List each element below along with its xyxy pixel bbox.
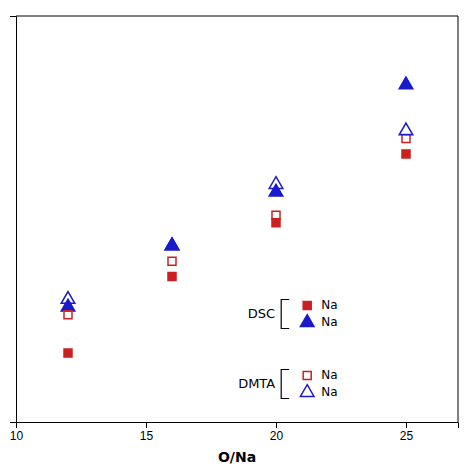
point (399, 77, 413, 89)
point (402, 135, 410, 143)
x-axis: 10 15 20 25 (10, 422, 459, 443)
point (402, 150, 410, 158)
x-tick-label: 20 (270, 429, 284, 443)
point (165, 238, 179, 250)
x-tick-label: 25 (400, 429, 414, 443)
x-tick-label: 15 (140, 429, 154, 443)
point (269, 177, 283, 189)
x-axis-line (17, 423, 459, 429)
plot-area (61, 77, 413, 357)
point (64, 311, 72, 319)
legend-label: Na (321, 315, 337, 329)
series (61, 77, 413, 311)
point (272, 219, 280, 227)
legend: DSC Na Na DMTA Na Na (238, 298, 337, 399)
point (272, 211, 280, 219)
point (168, 257, 176, 265)
point (399, 123, 413, 135)
x-axis-title: O/Na (218, 449, 256, 465)
legend-label: Na (321, 368, 337, 382)
x-tick: 20 (270, 422, 284, 443)
legend-marker (300, 385, 314, 397)
x-tick-mark (146, 422, 147, 428)
legend-label: Na (321, 385, 337, 399)
x-tick-mark (406, 422, 407, 428)
legend-bracket (281, 370, 289, 399)
y-axis-line (10, 17, 17, 423)
series (64, 135, 410, 319)
point (61, 292, 75, 304)
legend-marker (303, 372, 311, 380)
chart: 10 15 20 25 O/Na DSC Na Na DMTA Na Na (0, 0, 474, 474)
series (64, 150, 410, 357)
x-tick-mark (276, 422, 277, 428)
x-tick: 10 (10, 422, 24, 443)
legend-group-label: DSC (248, 306, 275, 321)
legend-label: Na (321, 298, 337, 312)
x-tick: 15 (140, 422, 154, 443)
x-tick: 25 (400, 422, 414, 443)
x-tick-label: 10 (10, 429, 24, 443)
legend-bracket (281, 300, 289, 329)
frame-right (458, 16, 459, 422)
point (168, 272, 176, 280)
frame-top (16, 16, 458, 17)
y-axis (10, 17, 17, 423)
point (64, 349, 72, 357)
legend-group-label: DMTA (238, 376, 275, 391)
legend-marker (300, 315, 314, 327)
point (165, 238, 179, 250)
legend-marker (303, 302, 311, 310)
series (61, 123, 413, 303)
